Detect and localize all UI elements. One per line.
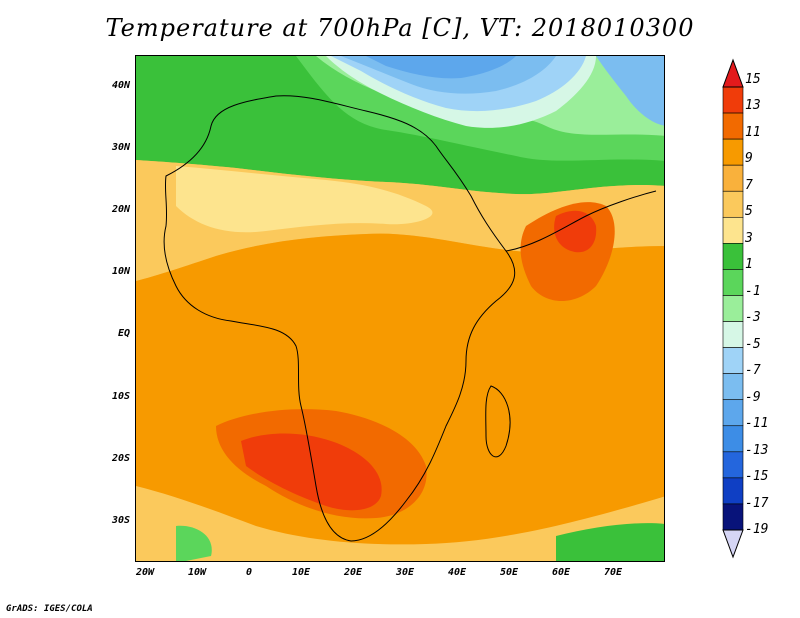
colorbar-cell [722,138,744,166]
colorbar-label: 13 [745,98,761,114]
lon-label-10w: 10W [187,567,207,578]
lat-label-20n: 20N [111,204,130,215]
colorbar-cell [722,86,744,114]
colorbar-label: 3 [745,230,753,246]
colorbar-label: -19 [745,522,769,537]
credit-text: GrADS: IGES/COLA [6,604,93,614]
lon-label-70e: 70E [603,567,623,578]
colorbar-cell [722,477,744,505]
colorbar-label: -3 [745,310,761,326]
colorbar-label: 7 [745,177,753,193]
colorbar-label: 9 [745,151,753,167]
lat-label-40n: 40N [111,80,130,91]
colorbar-cell [722,503,744,531]
colorbar-label: -17 [745,495,769,511]
colorbar-label: -13 [745,442,769,458]
lat-label-30n: 30N [111,142,130,153]
lon-label-50e: 50E [499,567,519,578]
colorbar-cell [722,216,744,244]
colorbar-cell [722,112,744,140]
temperature-map [135,55,665,562]
lon-label-40e: 40E [447,567,467,578]
colorbar-cell [722,269,744,296]
colorbar-label: -1 [745,283,761,299]
colorbar-cell [722,347,744,374]
lat-label-30s: 30S [111,515,130,526]
temperature-field [136,56,664,561]
lon-label-20e: 20E [343,567,363,578]
lon-label-20w: 20W [135,567,155,578]
colorbar-max-arrow [722,58,744,88]
colorbar-cell [722,451,744,479]
lat-label-eq: EQ [117,328,130,339]
colorbar-label: -11 [745,416,769,432]
colorbar-label: 5 [745,204,753,220]
colorbar-label: 11 [745,124,761,140]
colorbar-cell [722,321,744,348]
colorbar-cell [722,164,744,192]
colorbar-cell [722,425,744,453]
colorbar-min-arrow [722,529,744,559]
lon-label-30e: 30E [395,567,415,578]
colorbar-cell [722,373,744,401]
lon-label-10e: 10E [291,567,311,578]
map-title: Temperature at 700hPa [C], VT: 201801030… [105,14,695,42]
colorbar-label: 15 [745,72,761,87]
colorbar-label: 1 [745,257,753,273]
lon-label-0: 0 [245,567,253,578]
colorbar-label: -9 [745,389,761,405]
colorbar-label: -15 [745,469,769,485]
colorbar-cell [722,399,744,427]
colorbar-cell [722,295,744,322]
colorbar [722,58,744,559]
colorbar-cell [722,243,744,270]
lon-label-60e: 60E [551,567,571,578]
colorbar-cell [722,190,744,218]
lat-label-10s: 10S [111,391,130,402]
lat-label-20s: 20S [111,453,130,464]
lat-label-10n: 10N [111,266,130,277]
colorbar-label: -7 [745,363,761,379]
colorbar-label: -5 [745,336,761,352]
